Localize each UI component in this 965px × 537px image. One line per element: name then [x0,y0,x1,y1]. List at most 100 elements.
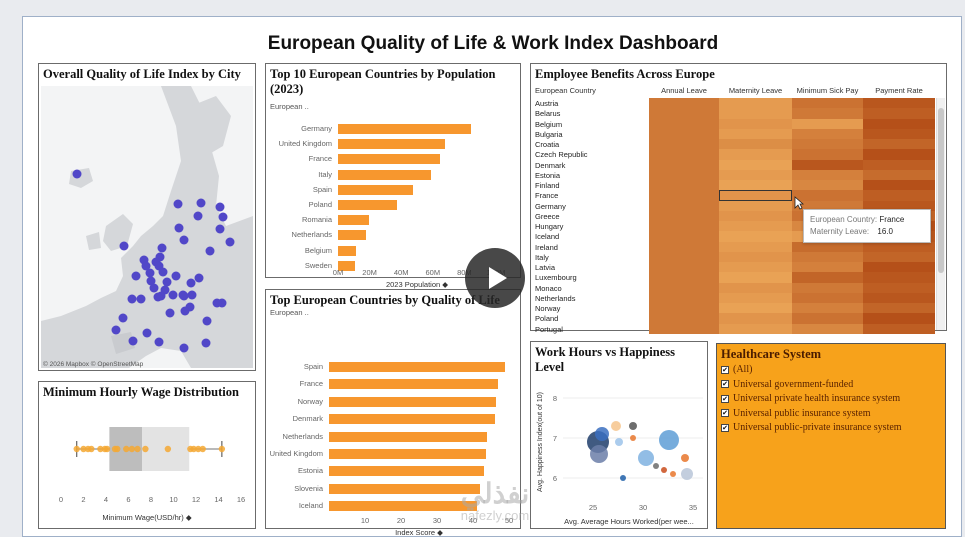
city-dot[interactable] [218,212,228,222]
healthcare-option[interactable]: ✔ Universal public-private insurance syst… [721,422,902,433]
checkbox-checked-icon[interactable]: ✔ [721,365,729,374]
wage-point[interactable] [218,445,226,453]
city-dot[interactable] [131,271,141,281]
scatter-point[interactable] [595,427,609,441]
benefits-scrollbar[interactable] [936,98,945,330]
city-dot[interactable] [201,338,211,348]
city-dot[interactable] [118,313,128,323]
city-dot[interactable] [145,268,155,278]
scatter-point[interactable] [681,468,693,480]
city-dot[interactable] [225,237,235,247]
heatmap-cell [863,180,935,191]
wage-point[interactable] [114,445,121,453]
benefits-country-label: Bulgaria [535,129,563,139]
scatter-point[interactable] [661,467,667,473]
x-tick-label: 50 [504,516,514,525]
wage-point[interactable] [103,445,111,453]
wage-point[interactable] [164,445,172,453]
scatter-point[interactable] [629,422,637,430]
benefits-scrollbar-thumb[interactable] [938,108,944,273]
healthcare-option[interactable]: ✔ Universal public insurance system [721,408,870,419]
wage-point[interactable] [199,445,206,453]
city-dot[interactable] [165,308,175,318]
city-dot[interactable] [173,199,183,209]
city-dot[interactable] [171,271,181,281]
bar-label: Germany [301,124,332,133]
city-dot[interactable] [119,241,129,251]
scatter-point[interactable] [638,450,654,466]
population-column-header[interactable]: European .. [270,102,309,111]
city-dot[interactable] [162,277,172,287]
city-dot[interactable] [194,273,204,283]
wage-point[interactable] [88,445,95,453]
benefits-country-label: Denmark [535,160,566,170]
city-dot[interactable] [153,292,163,302]
city-dot[interactable] [215,224,225,234]
scatter-point[interactable] [590,445,608,463]
city-dot[interactable] [154,337,164,347]
city-dot[interactable] [72,169,82,179]
city-dot[interactable] [186,278,196,288]
city-dot[interactable] [174,223,184,233]
wage-point[interactable] [128,445,136,453]
scatter-point[interactable] [611,421,621,431]
city-dot[interactable] [205,246,215,256]
city-dot[interactable] [141,261,151,271]
healthcare-option[interactable]: ✔ Universal private health insurance syst… [721,393,900,404]
population-title: Top 10 European Countries by Population … [270,67,496,96]
checkbox-checked-icon[interactable]: ✔ [721,409,729,417]
city-dot[interactable] [193,211,203,221]
city-dot[interactable] [179,235,189,245]
checkbox-checked-icon[interactable]: ✔ [721,394,729,403]
city-dot[interactable] [178,290,188,300]
wage-point[interactable] [134,445,141,453]
city-dot[interactable] [168,290,178,300]
city-dot[interactable] [180,306,190,316]
europe-map[interactable]: © 2026 Mapbox © OpenStreetMap [41,86,253,368]
heatmap-cell [719,303,792,314]
scatter-point[interactable] [670,471,676,477]
scatter-point[interactable] [653,463,659,469]
play-icon [489,267,507,289]
benefits-heatmap[interactable]: European Country Annual Leave Maternity Le… [531,86,946,335]
heatmap-cell [719,200,792,212]
scatter-point[interactable] [630,435,636,441]
healthcare-option[interactable]: ✔ (All) [721,364,752,375]
heatmap-cell [719,251,792,263]
city-dot[interactable] [158,267,168,277]
scatter-point[interactable] [659,430,679,450]
healthcare-option[interactable]: ✔ Universal government-funded [721,379,853,390]
city-dot[interactable] [215,202,225,212]
video-play-button[interactable] [465,248,525,308]
scatter-point[interactable] [620,475,626,481]
city-dot[interactable] [142,328,152,338]
city-dot[interactable] [127,294,137,304]
city-dot[interactable] [146,276,156,286]
scatter-point[interactable] [681,454,689,462]
wage-point[interactable] [73,445,80,453]
heatmap-cell [792,180,863,191]
city-dot[interactable] [128,336,138,346]
city-dot[interactable] [157,243,167,253]
wage-point[interactable] [80,445,87,453]
city-dot[interactable] [111,325,121,335]
wage-point[interactable] [97,445,104,453]
heatmap-cell [649,292,719,304]
city-dot[interactable] [149,283,159,293]
checkbox-checked-icon[interactable]: ✔ [721,423,729,432]
checkbox-checked-icon[interactable]: ✔ [721,380,729,388]
city-dot[interactable] [196,198,206,208]
scatter-point[interactable] [615,438,623,446]
wage-point[interactable] [142,445,149,453]
x-tick-label: 20M [362,268,377,277]
heatmap-cell [792,98,863,109]
wage-point[interactable] [123,445,130,453]
city-dot[interactable] [179,343,189,353]
city-dot[interactable] [136,294,146,304]
city-dot[interactable] [202,316,212,326]
city-dot[interactable] [187,290,197,300]
quality-column-header[interactable]: European .. [270,308,309,317]
wage-point[interactable] [190,445,197,453]
wage-point[interactable] [195,445,202,453]
city-dot[interactable] [212,298,222,308]
